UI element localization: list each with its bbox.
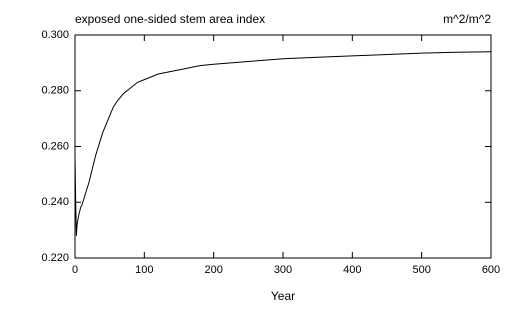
y-tick-label: 0.220 [41, 252, 69, 264]
x-tick-label: 600 [482, 264, 500, 276]
units-label: m^2/m^2 [443, 12, 491, 26]
chart-title: exposed one-sided stem area index [75, 12, 265, 26]
y-tick-label: 0.300 [41, 29, 69, 41]
x-tick-label: 400 [343, 264, 361, 276]
data-line [74, 51, 492, 236]
x-tick-label: 300 [274, 264, 292, 276]
y-tick-label: 0.280 [41, 85, 69, 97]
y-tick-label: 0.240 [41, 196, 69, 208]
x-tick-label: 100 [135, 264, 153, 276]
x-tick-label: 0 [72, 264, 78, 276]
x-axis-label: Year [271, 289, 295, 303]
plot-frame [74, 34, 492, 259]
x-tick-label: 500 [412, 264, 430, 276]
y-tick-label: 0.260 [41, 140, 69, 152]
x-tick-label: 200 [204, 264, 222, 276]
